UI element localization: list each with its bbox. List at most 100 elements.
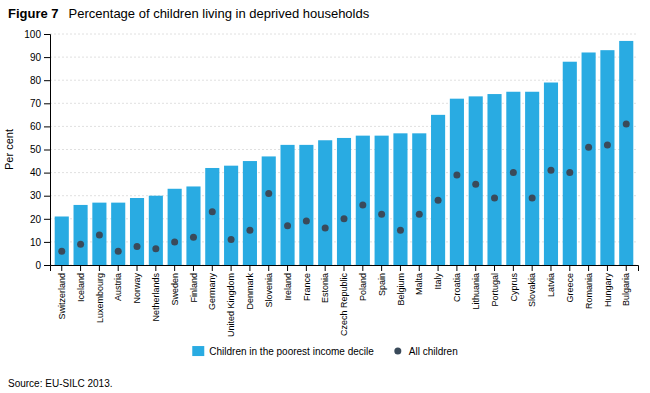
tick-mark (287, 265, 288, 271)
dot (171, 238, 178, 245)
bar (582, 52, 596, 265)
x-tick: Poland (358, 265, 368, 301)
bar (431, 115, 445, 265)
tick-mark (44, 103, 50, 104)
dot (246, 227, 253, 234)
tick-label: Poland (358, 273, 368, 301)
dot (190, 234, 197, 241)
tick-mark (44, 219, 50, 220)
dot (397, 227, 404, 234)
dot (284, 222, 291, 229)
bar (450, 99, 464, 265)
bar (205, 168, 219, 265)
subtitle: Percentage of children living in deprive… (69, 6, 370, 21)
tick-mark (249, 265, 250, 271)
tick-mark (325, 265, 326, 271)
y-axis: 0102030405060708090100 (24, 29, 50, 271)
x-tick: Cyprus (508, 265, 518, 302)
dot (453, 171, 460, 178)
tick-mark (44, 57, 50, 58)
x-tick: Luxembourg (95, 265, 105, 323)
tick-label: Cyprus (508, 273, 518, 302)
tick-mark (61, 265, 62, 271)
tick-label: 40 (30, 167, 42, 178)
grid (50, 34, 638, 265)
bar (525, 92, 539, 265)
tick-label: Greece (565, 273, 575, 303)
tick-label: Austria (113, 273, 123, 301)
y-tick: 90 (30, 52, 50, 63)
annotation: Source: EU-SILC 2013. (8, 378, 113, 389)
tick-mark (513, 265, 514, 271)
series (55, 41, 634, 265)
tick-mark (155, 265, 156, 271)
title: Figure 7 (8, 6, 59, 21)
x-tick: Romania (584, 265, 594, 309)
x-tick: Portugal (490, 265, 500, 307)
y-axis-title: Per cent (3, 129, 15, 170)
tick-label: 100 (24, 29, 41, 40)
bar (299, 145, 313, 265)
bar (356, 136, 370, 265)
tick-mark (44, 80, 50, 81)
tick-mark (118, 265, 119, 271)
dot (228, 236, 235, 243)
tick-label: 90 (30, 52, 42, 63)
y-tick: 40 (30, 167, 50, 178)
x-tick: Estonia (320, 265, 330, 303)
tick-label: Luxembourg (95, 273, 105, 323)
dot (303, 218, 310, 225)
x-tick: Denmark (245, 265, 255, 310)
tick-label: Iceland (76, 273, 86, 302)
tick-mark (44, 196, 50, 197)
x-tick: Iceland (76, 265, 86, 302)
bar (544, 83, 558, 265)
x-axis: SwitzerlandIcelandLuxembourgAustriaNorwa… (51, 265, 639, 337)
dot (378, 211, 385, 218)
y-tick: 30 (30, 190, 50, 201)
bar (224, 166, 238, 265)
x-tick: Greece (565, 265, 575, 303)
tick-label: Belgium (396, 273, 406, 306)
tick-label: 30 (30, 190, 42, 201)
bar (55, 216, 69, 265)
legend-label: Children in the poorest income decile (209, 346, 374, 357)
tick-mark (137, 265, 138, 271)
tick-mark (80, 265, 81, 271)
x-tick: Hungary (603, 265, 613, 307)
x-tick: Italy (433, 265, 443, 290)
tick-label: Italy (433, 273, 443, 290)
tick-label: 80 (30, 75, 42, 86)
y-tick: 60 (30, 121, 50, 132)
axis-line (51, 266, 639, 272)
legend: Children in the poorest income decile All… (192, 346, 457, 357)
tick-label: 20 (30, 214, 42, 225)
tick-mark (212, 265, 213, 271)
tick-label: France (302, 273, 312, 301)
dot (115, 248, 122, 255)
x-tick: Belgium (396, 265, 406, 306)
x-tick: Ireland (283, 265, 293, 301)
tick-label: Estonia (320, 273, 330, 303)
bar (74, 205, 88, 265)
bar (563, 62, 577, 265)
axis-line (44, 35, 51, 266)
legend-label: All children (409, 346, 458, 357)
x-tick: Slovakia (527, 265, 537, 307)
bar (168, 189, 182, 265)
x-tick: Lithuania (471, 265, 481, 310)
y-tick: 100 (24, 29, 50, 40)
x-tick: Finland (189, 265, 199, 303)
bar (506, 92, 520, 265)
tick-mark (44, 126, 50, 127)
grid-line (50, 34, 638, 35)
tick-mark (174, 265, 175, 271)
tick-label: Sweden (170, 273, 180, 306)
tick-mark (438, 265, 439, 271)
x-tick: Bulgaria (621, 265, 631, 306)
x-tick: Austria (113, 265, 123, 301)
tick-mark (475, 265, 476, 271)
legend-swatch (394, 348, 401, 355)
tick-label: Ireland (283, 273, 293, 301)
grid-line (50, 57, 638, 58)
